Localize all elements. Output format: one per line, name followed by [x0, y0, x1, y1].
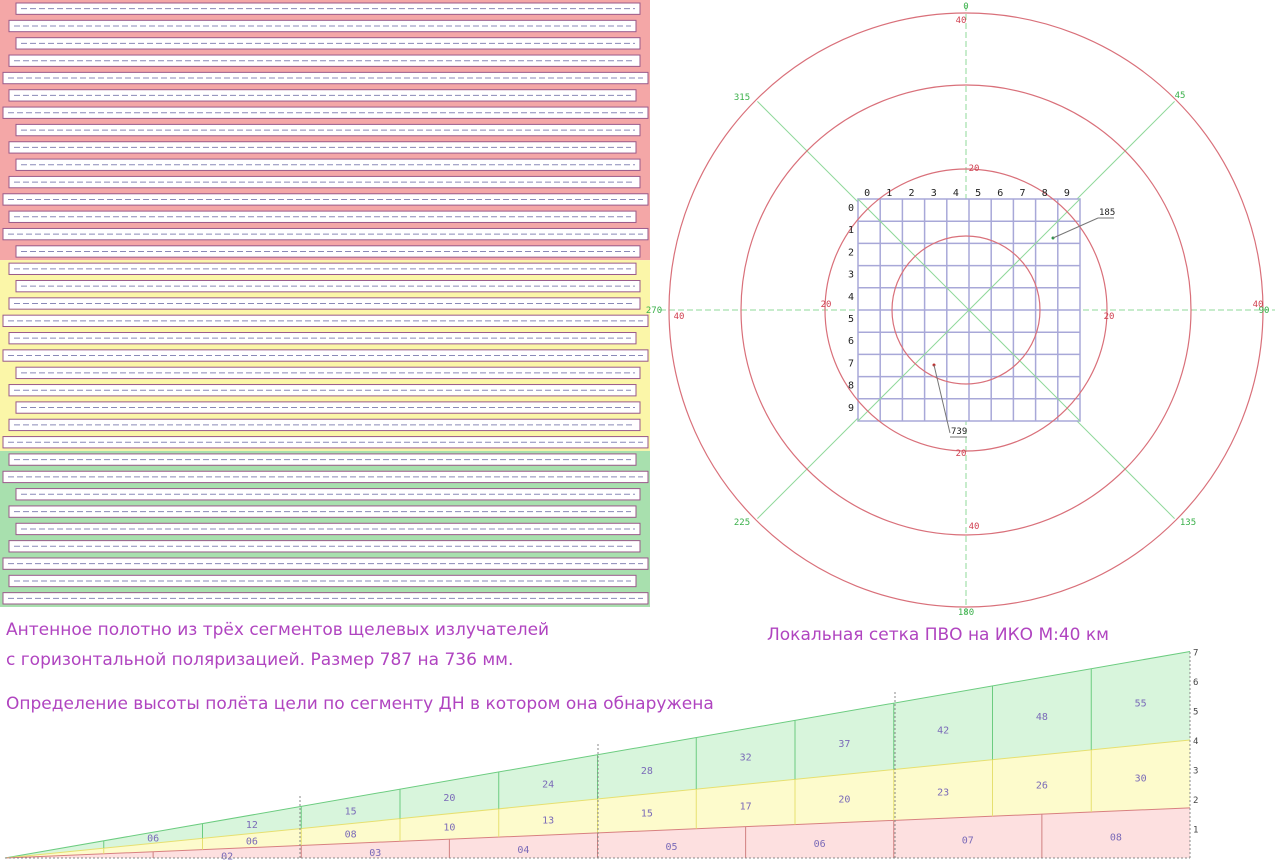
height-tick-label: 5: [1193, 708, 1198, 718]
red-cell-label: 05: [666, 842, 678, 853]
target-label: 739: [951, 427, 967, 437]
grid-caption: Локальная сетка ПВО на ИКО М:40 км: [767, 625, 1109, 645]
green-cell-label: 48: [1036, 712, 1048, 723]
green-cell-label: 20: [443, 793, 455, 804]
range-label: 20: [821, 300, 832, 310]
antenna-caption-line1: Антенное полотно из трёх сегментов щелев…: [6, 620, 550, 640]
yellow-cell-label: 23: [937, 787, 949, 798]
azimuth-label: 90: [1259, 306, 1270, 316]
range-label: 40: [1253, 300, 1264, 310]
grid-column-label: 5: [975, 188, 981, 199]
grid-row-label: 2: [848, 247, 854, 258]
yellow-cell-label: 13: [542, 815, 554, 826]
range-ring: [668, 12, 1264, 608]
grid-column-label: 1: [886, 188, 892, 199]
green-cell-label: 12: [246, 820, 258, 831]
height-tick-label: 6: [1193, 678, 1198, 688]
height-caption: Определение высоты полёта цели по сегмен…: [6, 694, 714, 714]
green-cell-label: 15: [345, 807, 357, 818]
range-label: 20: [1104, 312, 1115, 322]
yellow-cell-label: 10: [443, 822, 455, 833]
range-ring: [891, 235, 1041, 385]
target-leader: [933, 364, 951, 434]
red-cell-label: 06: [814, 839, 826, 850]
yellow-cell-label: 15: [641, 808, 653, 819]
height-tick-label: 1: [1193, 826, 1198, 836]
antenna-panel: [0, 0, 650, 607]
grid-column-label: 8: [1042, 188, 1048, 199]
polar-grid: 0 1 2 3 4 5 6 7 8 9012345678904590135180225270315…: [646, 2, 1275, 618]
grid-row-label: 8: [848, 381, 854, 392]
grid-row-label: 3: [848, 270, 854, 281]
range-label: 40: [956, 16, 967, 26]
height-tick-label: 7: [1193, 649, 1198, 659]
green-cell-label: 55: [1135, 699, 1147, 710]
green-cell-label: 28: [641, 766, 653, 777]
green-cell-label: 37: [838, 739, 850, 750]
yellow-cell-label: 20: [838, 794, 850, 805]
red-cell-label: 02: [221, 851, 233, 862]
grid-row-label: 6: [848, 336, 854, 347]
grid-diagonal: [857, 198, 1081, 422]
yellow-cell-label: 06: [246, 836, 258, 847]
green-cell-label: 06: [147, 834, 159, 845]
range-ring: [824, 168, 1108, 452]
grid-column-label: 2: [909, 188, 915, 199]
green-cell-label: 32: [740, 753, 752, 764]
range-ring: [740, 84, 1192, 536]
range-label: 40: [674, 312, 685, 322]
yellow-cell-label: 08: [345, 829, 357, 840]
target-label: 185: [1099, 208, 1115, 218]
azimuth-label: 270: [646, 306, 662, 316]
yellow-cell-label: 26: [1036, 780, 1048, 791]
range-label: 20: [969, 164, 980, 174]
grid-column-label: 4: [953, 188, 959, 199]
green-cell-label: 42: [937, 726, 949, 737]
azimuth-label: 315: [734, 93, 750, 103]
grid-row-label: 5: [848, 314, 854, 325]
red-cell-label: 03: [369, 848, 381, 859]
range-label: 20: [956, 449, 967, 459]
grid-row-label: 1: [848, 225, 854, 236]
azimuth-label: 45: [1175, 91, 1186, 101]
grid-row-label: 0: [848, 203, 854, 214]
azimuth-label: 225: [734, 518, 750, 528]
azimuth-label: 135: [1180, 518, 1196, 528]
antenna-caption-line2: с горизонтальной поляризацией. Размер 78…: [6, 650, 514, 670]
height-tick-label: 3: [1193, 767, 1198, 777]
red-cell-label: 08: [1110, 832, 1122, 843]
azimuth-label: 180: [958, 608, 974, 618]
red-cell-label: 07: [962, 836, 974, 847]
grid-row-label: 4: [848, 292, 854, 303]
grid-column-label: 6: [997, 188, 1003, 199]
grid-row-label: 7: [848, 358, 854, 369]
red-cell-label: 04: [517, 845, 529, 856]
grid-column-label: 0: [864, 188, 870, 199]
grid-column-label: 7: [1020, 188, 1026, 199]
target-leader: [1052, 217, 1099, 239]
height-tick-label: 2: [1193, 796, 1198, 806]
grid-column-label: 3: [931, 188, 937, 199]
yellow-cell-label: 30: [1135, 773, 1147, 784]
grid-column-label: 9: [1064, 188, 1070, 199]
grid-row-label: 9: [848, 403, 854, 414]
yellow-cell-label: 17: [740, 801, 752, 812]
green-cell-label: 24: [542, 780, 554, 791]
azimuth-label: 0: [963, 2, 968, 12]
range-label: 40: [969, 522, 980, 532]
height-tick-label: 4: [1193, 737, 1198, 747]
